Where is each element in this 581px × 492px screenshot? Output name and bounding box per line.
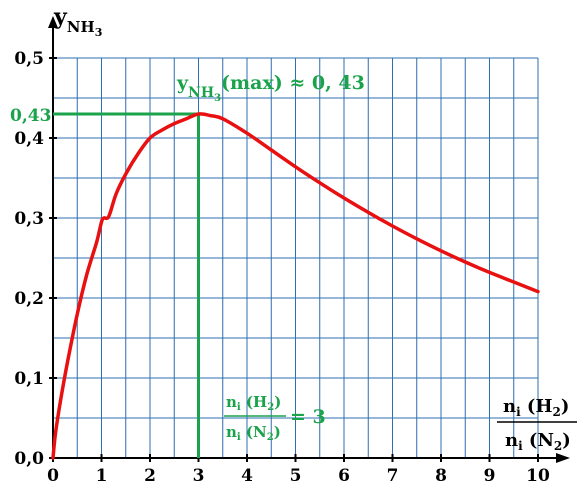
x-axis-title-numerator: ni (H2)	[503, 396, 569, 419]
y-tick-label: 0,4	[14, 129, 44, 149]
x-tick-label: 5	[290, 466, 302, 486]
x-tick-label: 0	[47, 466, 59, 486]
x-axis-title: ni (H2) ni (N2)	[497, 396, 577, 453]
max-annotation: yNH3(max) ≈ 0, 43	[176, 72, 365, 104]
y-tick-labels: 0,0 0,1 0,2 0,3 0,4 0,5	[14, 49, 44, 469]
x-tick-label: 6	[338, 466, 350, 486]
max-y-value-label: 0,43	[10, 106, 51, 126]
y-axis-title-base: y	[53, 4, 68, 30]
series-line	[51, 112, 540, 460]
y-tick-label: 0,3	[14, 209, 44, 229]
y-tick-label: 0,2	[14, 289, 44, 309]
x-tick-label: 2	[144, 466, 156, 486]
axes	[48, 16, 570, 463]
y-axis-arrow	[48, 16, 58, 28]
ratio-annotation: ni (H2) ni (N2) = 3	[224, 393, 326, 443]
ratio-numerator: ni (H2)	[226, 393, 281, 413]
max-guide-lines	[53, 112, 200, 458]
x-tick-label: 7	[387, 466, 399, 486]
x-tick-label: 9	[484, 466, 496, 486]
y-axis-title-sub: NH	[67, 18, 95, 36]
ratio-denominator: ni (N2)	[226, 423, 281, 443]
y-axis-title: yNH3	[53, 4, 102, 39]
y-axis-title-subsub: 3	[95, 26, 103, 39]
x-tick-label: 1	[96, 466, 108, 486]
x-tick-label: 3	[193, 466, 205, 486]
x-tick-labels: 0 1 2 3 4 5 6 7 8 9 10	[47, 466, 550, 486]
x-axis-arrow	[556, 453, 570, 463]
ratio-equals: = 3	[290, 406, 326, 428]
y-tick-label: 0,1	[14, 369, 44, 389]
y-tick-label: 0,0	[14, 449, 44, 469]
x-tick-label: 4	[241, 466, 253, 486]
grid	[52, 57, 539, 459]
x-axis-title-denominator: ni (N2)	[505, 430, 571, 453]
x-tick-label: 8	[435, 466, 447, 486]
y-tick-label: 0,5	[14, 49, 44, 69]
x-tick-label: 10	[526, 466, 550, 486]
